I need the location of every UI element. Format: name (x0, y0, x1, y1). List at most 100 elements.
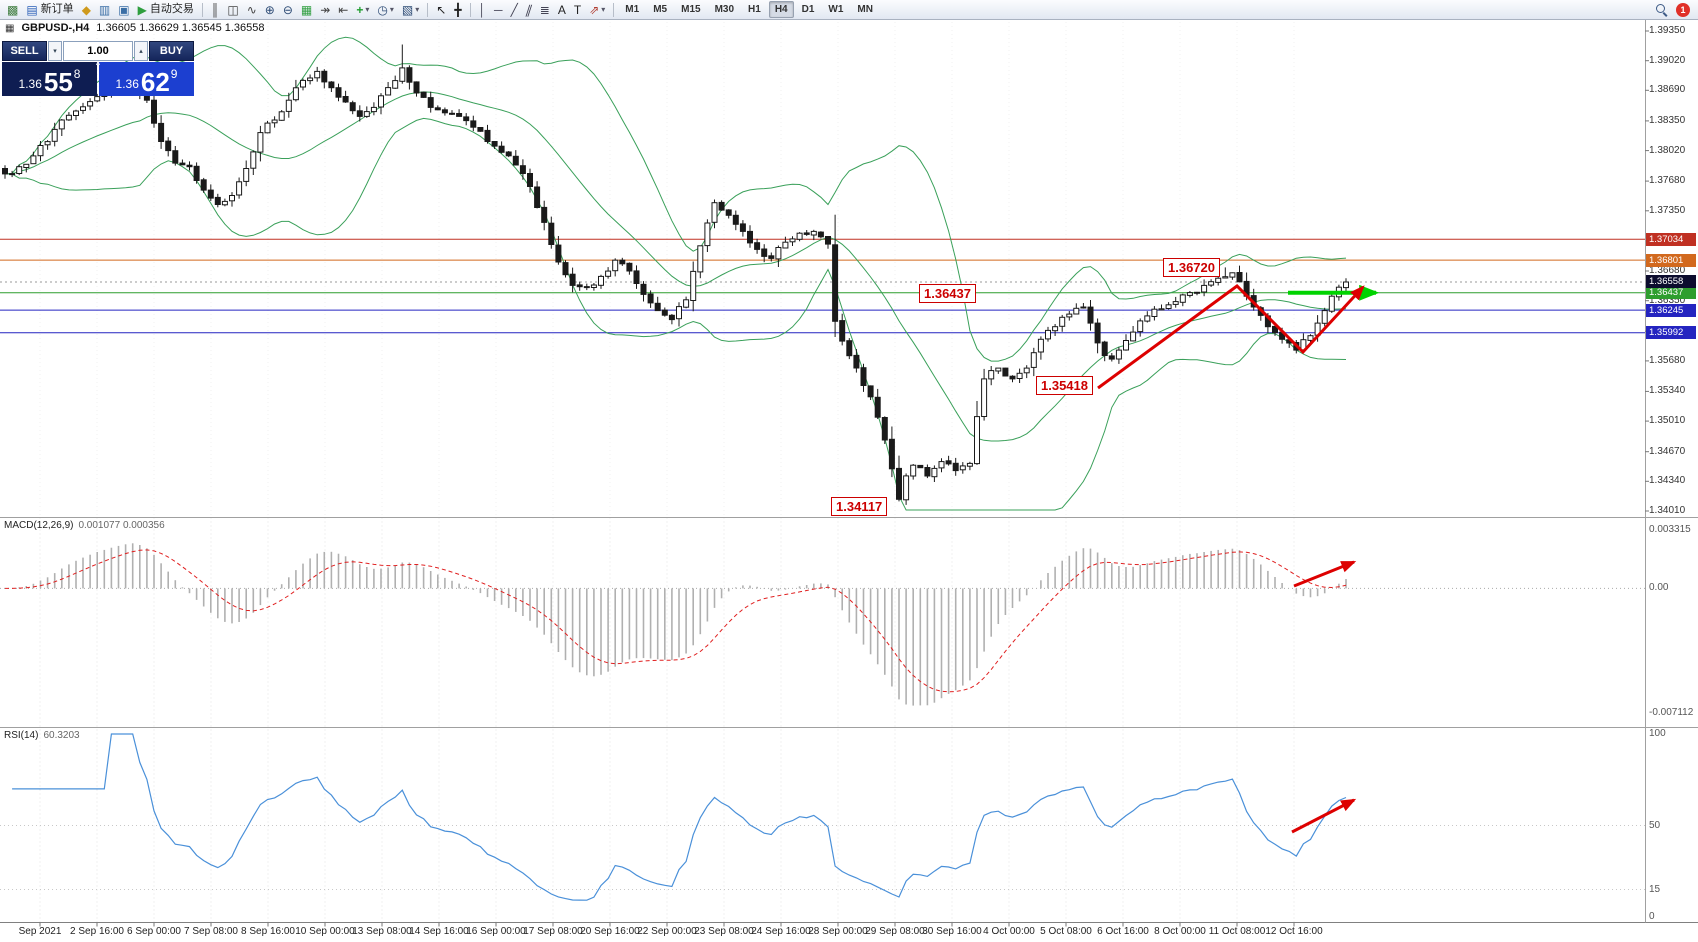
search-icon[interactable] (1654, 2, 1669, 17)
market-watch-icon[interactable]: ◆ (78, 1, 95, 19)
new-order-button[interactable]: ▤ 新订单 (22, 1, 77, 19)
arrows-icon[interactable]: ⇗ ▾ (585, 1, 609, 19)
timeframe-w1[interactable]: W1 (828, 4, 844, 15)
price-level-label: 1.37034 (1646, 232, 1696, 246)
price-axis-label: 1.36680 (1649, 265, 1686, 276)
text-label-icon[interactable]: T (570, 1, 585, 19)
rsi-axis-label: 0 (1649, 911, 1655, 922)
sell-price-big: 55 (43, 67, 73, 97)
price-annotation[interactable]: 1.36720 (1163, 258, 1220, 277)
price-level-label: 1.35992 (1646, 326, 1696, 340)
timeframe-m15[interactable]: M15 (681, 4, 701, 15)
line-chart-icon: ∿ (246, 2, 257, 17)
text-icon[interactable]: A (554, 1, 570, 19)
timeframe-d1[interactable]: D1 (801, 4, 815, 15)
one-click-trading-widget: SELL ▾ ▴ BUY ▲ 1.36558 1.36629 (2, 41, 194, 96)
time-axis-label: 4 Oct 00:00 (983, 926, 1035, 937)
new-order-button-label: 新订单 (40, 3, 74, 15)
notification-badge[interactable]: 1 (1676, 2, 1690, 17)
candlestick-chart-icon[interactable]: ◫ (223, 1, 242, 19)
toolbar-separator (469, 2, 471, 17)
crosshair-icon[interactable]: ╋ (450, 1, 465, 19)
time-axis-label: 16 Sep 00:00 (466, 926, 526, 937)
candlestick-chart-icon: ◫ (227, 2, 239, 17)
price-annotation[interactable]: 1.35418 (1036, 376, 1093, 395)
indicators-button[interactable]: + ▾ (352, 1, 373, 19)
tile-windows-icon[interactable]: ▦ (297, 1, 316, 19)
timeframe-h4[interactable]: H4 (768, 1, 794, 18)
collapse-arrow-icon[interactable]: ▲ (94, 60, 102, 67)
data-window-icon: ▥ (98, 2, 111, 17)
time-axis-label: 24 Sep 16:00 (751, 926, 811, 937)
auto-trading-button-label: 自动交易 (149, 3, 194, 15)
price-axis-label: 1.34340 (1649, 475, 1686, 487)
rsi-title: RSI(14) (4, 730, 39, 741)
periods-button[interactable]: ◷ ▾ (373, 1, 398, 19)
chart-shift-icon[interactable]: ⇤ (334, 1, 352, 19)
market-watch-icon: ◆ (81, 2, 91, 17)
data-window-icon[interactable]: ▥ (95, 1, 114, 19)
toolbar-items: ▩ ▤ 新订单 ◆ ▥ ▣ ▶ 自动交易 ║ ◫ ∿ ⊕ ⊖ ▦ ↠ ⇤ + ▾ ◷ ▾ ▧ ▾ ↖ ╋ │ ─ ╱ ∥ ≣ A T ⇗ ▾ M1… (3, 0, 880, 19)
time-axis-label: 29 Sep 08:00 (865, 926, 925, 937)
chart-window-icon[interactable]: ▣ (114, 1, 133, 19)
timeframe-h1[interactable]: H1 (748, 4, 761, 15)
timeframe-m1[interactable]: M1 (625, 4, 640, 15)
rsi-value: 60.3203 (43, 730, 80, 741)
price-annotation[interactable]: 1.36437 (919, 284, 976, 303)
sell-price-sup: 8 (73, 67, 81, 81)
buy-price-big: 62 (140, 67, 170, 97)
time-axis-label: 22 Sep 00:00 (637, 926, 697, 937)
lot-increase-button[interactable]: ▴ (134, 41, 148, 61)
zoom-in-icon[interactable]: ⊕ (261, 1, 279, 19)
auto-scroll-icon[interactable]: ↠ (316, 1, 334, 19)
time-axis-label: 13 Sep 08:00 (352, 926, 412, 937)
text-icon: A (557, 2, 566, 17)
lot-decrease-button[interactable]: ▾ (48, 41, 62, 61)
chart-icon: ▦ (5, 22, 15, 34)
price-annotation[interactable]: 1.34117 (831, 497, 888, 516)
zoom-out-icon[interactable]: ⊖ (279, 1, 297, 19)
timeframe-mn[interactable]: MN (857, 4, 873, 15)
buy-button[interactable]: BUY (149, 41, 194, 61)
tile-windows-icon: ▦ (300, 2, 313, 17)
lot-size-input[interactable] (63, 41, 133, 61)
vertical-line-icon[interactable]: │ (475, 1, 491, 19)
new-chart-icon[interactable]: ▩ (3, 1, 22, 19)
auto-scroll-icon: ↠ (320, 2, 331, 17)
time-axis-label: 10 Sep 00:00 (295, 926, 355, 937)
new-chart-icon: ▩ (7, 2, 19, 17)
time-axis-label: 17 Sep 08:00 (523, 926, 583, 937)
chart-canvas[interactable] (0, 20, 1698, 942)
price-axis-label: 1.38690 (1649, 84, 1686, 96)
price-axis-label: 1.39350 (1649, 25, 1686, 36)
main-toolbar: ▩ ▤ 新订单 ◆ ▥ ▣ ▶ 自动交易 ║ ◫ ∿ ⊕ ⊖ ▦ ↠ ⇤ + ▾ ◷ ▾ ▧ ▾ ↖ ╋ │ ─ ╱ ∥ ≣ A T ⇗ ▾ M1… (0, 0, 1698, 20)
rsi-axis-label: 100 (1649, 728, 1666, 739)
trendline-icon[interactable]: ╱ (507, 1, 522, 19)
templates-button[interactable]: ▧ ▾ (398, 1, 423, 19)
price-axis-label: 1.39020 (1649, 54, 1686, 66)
indicators-icon: + (356, 2, 364, 17)
fibonacci-icon[interactable]: ≣ (536, 1, 554, 19)
macd-axis-label: 0.00 (1649, 582, 1669, 594)
equidistant-channel-icon[interactable]: ∥ (522, 1, 536, 19)
symbol-label: GBPUSD-,H4 (21, 22, 90, 34)
new-order-icon: ▤ (26, 2, 38, 17)
bar-chart-icon: ║ (210, 2, 220, 17)
trade-widget-controls: SELL ▾ ▴ BUY (2, 41, 194, 61)
price-axis-label: 1.37680 (1649, 175, 1686, 187)
timeframe-m5[interactable]: M5 (653, 4, 668, 15)
rsi-axis-label: 50 (1649, 819, 1661, 831)
auto-trading-button[interactable]: ▶ 自动交易 (134, 1, 198, 19)
toolbar-right: 1 (1654, 2, 1695, 17)
timeframe-m30[interactable]: M30 (714, 4, 735, 15)
sell-price-button[interactable]: 1.36 55 8 (2, 62, 97, 96)
cursor-icon[interactable]: ↖ (432, 1, 450, 19)
symbol-info: ▦ GBPUSD-,H4 1.36605 1.36629 1.36545 1.3… (5, 22, 265, 34)
horizontal-line-icon[interactable]: ─ (490, 1, 507, 19)
bar-chart-icon[interactable]: ║ (207, 1, 224, 19)
fibonacci-icon: ≣ (539, 2, 550, 17)
sell-button[interactable]: SELL (2, 41, 47, 61)
price-axis-label: 1.38020 (1649, 144, 1686, 156)
line-chart-icon[interactable]: ∿ (243, 1, 261, 19)
buy-price-button[interactable]: 1.36 62 9 (99, 62, 194, 96)
